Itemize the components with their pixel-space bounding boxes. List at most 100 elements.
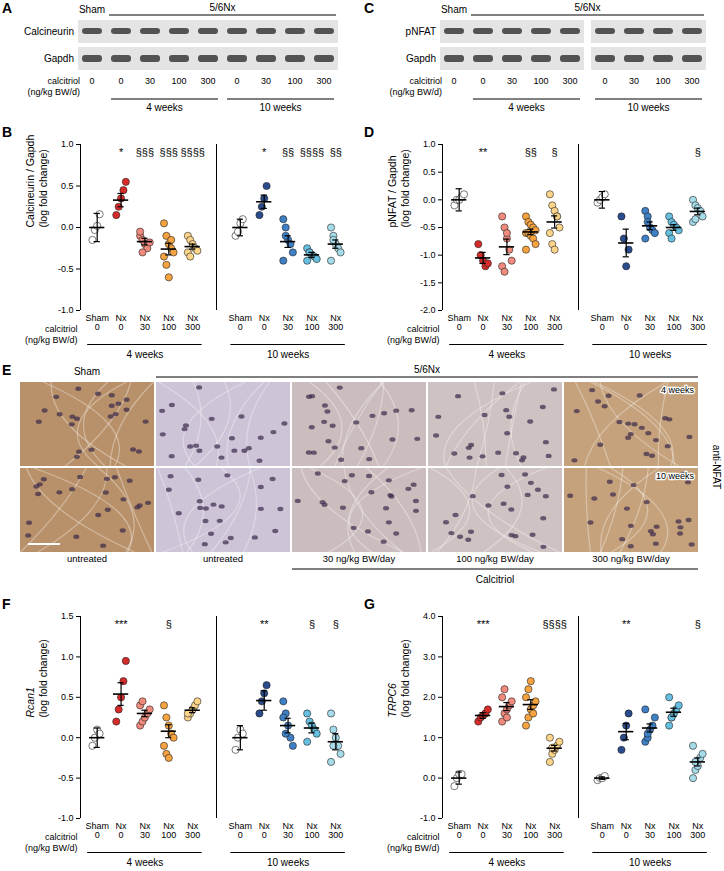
svg-text:Sham0: Sham0	[229, 821, 253, 840]
svg-text:30 ng/kg BW/day: 30 ng/kg BW/day	[323, 553, 396, 564]
svg-text:C: C	[364, 0, 374, 16]
svg-text:0: 0	[451, 76, 456, 86]
svg-text:Nx30: Nx30	[283, 821, 294, 840]
svg-text:100: 100	[287, 76, 302, 86]
svg-text:Nx30: Nx30	[501, 821, 512, 840]
svg-text:30: 30	[145, 76, 155, 86]
svg-text:10 weeks: 10 weeks	[629, 857, 671, 868]
svg-text:4 weeks: 4 weeks	[489, 857, 526, 868]
svg-text:-0.5: -0.5	[58, 773, 74, 783]
svg-text:(log fold change): (log fold change)	[37, 639, 49, 717]
svg-text:(ng/kg BW/d): (ng/kg BW/d)	[389, 87, 442, 97]
svg-text:Nx30: Nx30	[645, 313, 656, 332]
svg-text:(ng/kg BW/d): (ng/kg BW/d)	[25, 335, 78, 345]
svg-text:Nx0: Nx0	[259, 313, 270, 332]
svg-text:Sham: Sham	[441, 4, 467, 15]
svg-text:§§§§: §§§§	[542, 618, 566, 630]
svg-text:30: 30	[507, 76, 517, 86]
svg-text:-0.5: -0.5	[420, 222, 436, 232]
svg-text:§: §	[695, 146, 701, 158]
svg-text:***: ***	[115, 618, 129, 630]
svg-text:Sham: Sham	[79, 4, 105, 15]
svg-text:**: **	[479, 146, 488, 158]
svg-text:300: 300	[562, 76, 577, 86]
svg-text:Nx30: Nx30	[139, 313, 150, 332]
svg-text:100 ng/kg BW/day: 100 ng/kg BW/day	[456, 553, 534, 564]
svg-text:§§§§: §§§§	[180, 146, 204, 158]
svg-text:Sham0: Sham0	[447, 821, 471, 840]
svg-text:Calcineurin / Gapdh: Calcineurin / Gapdh	[24, 135, 36, 228]
svg-text:calcitriol: calcitriol	[407, 832, 440, 842]
svg-text:calcitriol: calcitriol	[409, 76, 442, 86]
svg-text:§: §	[552, 146, 558, 158]
svg-text:§: §	[309, 618, 315, 630]
svg-text:30: 30	[629, 76, 639, 86]
svg-text:-1.0: -1.0	[420, 250, 436, 260]
svg-text:3.0: 3.0	[423, 652, 436, 662]
svg-text:10 weeks: 10 weeks	[267, 349, 309, 360]
svg-text:(ng/kg BW/d): (ng/kg BW/d)	[27, 87, 80, 97]
svg-text:300 ng/kg BW/day: 300 ng/kg BW/day	[592, 553, 670, 564]
svg-text:Gapdh: Gapdh	[406, 53, 436, 64]
svg-text:1.0: 1.0	[61, 139, 74, 149]
svg-text:Nx0: Nx0	[621, 313, 632, 332]
svg-text:-2.0: -2.0	[420, 305, 436, 315]
svg-text:Nx0: Nx0	[621, 821, 632, 840]
svg-text:Nx100: Nx100	[161, 313, 176, 332]
svg-text:untreated: untreated	[203, 553, 243, 564]
svg-text:4 weeks: 4 weeks	[127, 349, 164, 360]
svg-text:*: *	[119, 146, 124, 158]
svg-text:**: **	[260, 618, 269, 630]
svg-text:1.0: 1.0	[61, 652, 74, 662]
svg-text:Nx0: Nx0	[116, 821, 127, 840]
svg-text:***: ***	[477, 618, 491, 630]
svg-text:(log fold change): (log fold change)	[399, 149, 411, 227]
svg-text:Sham0: Sham0	[85, 313, 109, 332]
svg-text:calcitriol: calcitriol	[407, 324, 440, 334]
svg-text:§§§§: §§§§	[300, 146, 324, 158]
svg-text:0.0: 0.0	[61, 733, 74, 743]
svg-text:1.0: 1.0	[423, 733, 436, 743]
svg-text:5/6Nx: 5/6Nx	[574, 2, 600, 13]
svg-text:300: 300	[200, 76, 215, 86]
svg-text:Nx300: Nx300	[185, 821, 200, 840]
svg-text:Nx0: Nx0	[116, 313, 127, 332]
svg-text:4 weeks: 4 weeks	[489, 349, 526, 360]
svg-text:pNFAT / Gapdh: pNFAT / Gapdh	[386, 155, 398, 227]
svg-text:Nx30: Nx30	[645, 821, 656, 840]
svg-text:100: 100	[655, 76, 670, 86]
svg-text:4 weeks: 4 weeks	[127, 857, 164, 868]
svg-text:1.0: 1.0	[423, 139, 436, 149]
svg-text:Nx100: Nx100	[304, 821, 319, 840]
svg-text:Sham0: Sham0	[591, 821, 615, 840]
svg-text:0.0: 0.0	[423, 195, 436, 205]
svg-text:Nx300: Nx300	[690, 821, 705, 840]
svg-text:10 weeks: 10 weeks	[259, 102, 301, 113]
svg-text:10 weeks: 10 weeks	[267, 857, 309, 868]
svg-text:Sham0: Sham0	[447, 313, 471, 332]
svg-text:Nx100: Nx100	[304, 313, 319, 332]
svg-text:§§§: §§§	[136, 146, 154, 158]
svg-text:-1.0: -1.0	[58, 305, 74, 315]
svg-text:(log fold change): (log fold change)	[37, 149, 49, 227]
svg-text:§§: §§	[525, 146, 537, 158]
svg-text:4 weeks: 4 weeks	[661, 385, 695, 395]
svg-text:§: §	[166, 618, 172, 630]
svg-text:0: 0	[89, 76, 94, 86]
svg-text:Nx0: Nx0	[478, 313, 489, 332]
svg-text:§§: §§	[282, 146, 294, 158]
svg-text:Nx300: Nx300	[690, 313, 705, 332]
svg-text:10 weeks: 10 weeks	[656, 471, 695, 481]
svg-text:Nx100: Nx100	[523, 821, 538, 840]
svg-text:Nx100: Nx100	[161, 821, 176, 840]
svg-text:0: 0	[118, 76, 123, 86]
svg-text:Nx100: Nx100	[523, 313, 538, 332]
svg-text:4 weeks: 4 weeks	[508, 102, 545, 113]
svg-text:0.5: 0.5	[423, 167, 436, 177]
svg-text:-1.0: -1.0	[420, 813, 436, 823]
svg-text:Calcineurin: Calcineurin	[24, 26, 74, 37]
svg-text:Nx300: Nx300	[547, 313, 562, 332]
svg-text:0: 0	[480, 76, 485, 86]
svg-text:(ng/kg BW/d): (ng/kg BW/d)	[25, 843, 78, 853]
svg-text:§: §	[333, 618, 339, 630]
